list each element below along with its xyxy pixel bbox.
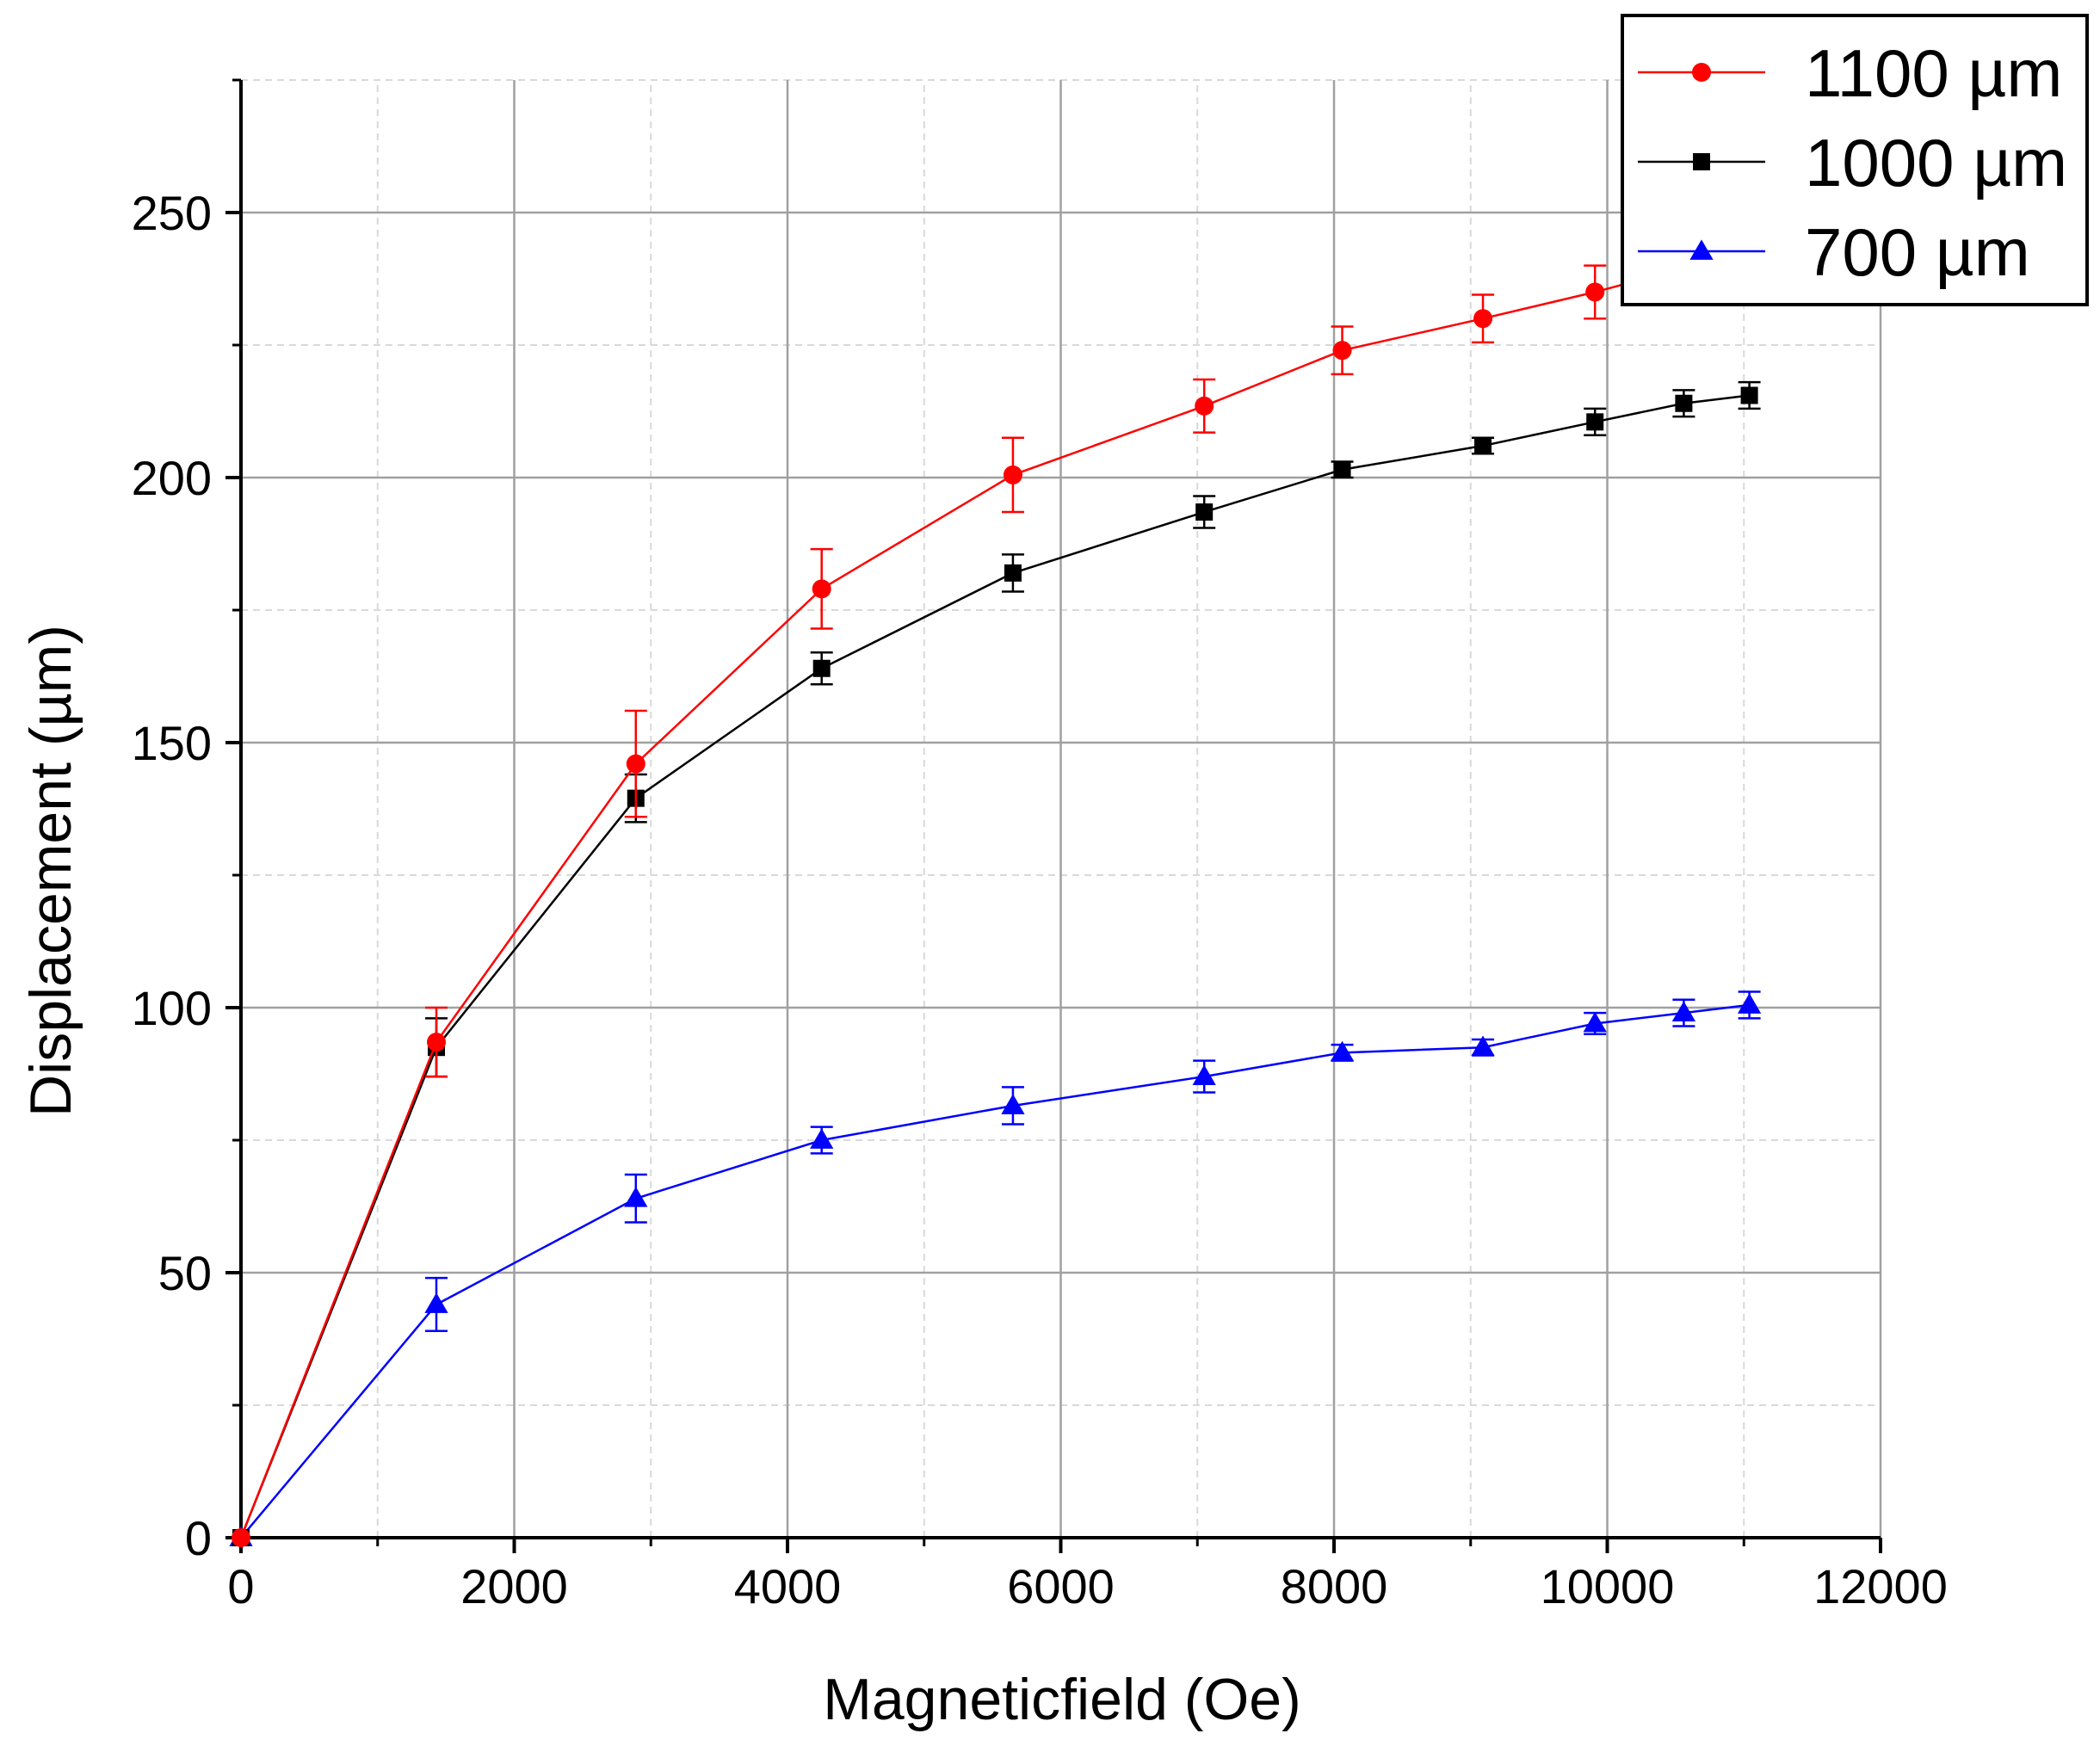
x-tick-label: 4000 [734,1559,842,1613]
data-point [232,1528,250,1547]
data-point [1332,341,1352,361]
y-tick-label: 50 [158,1246,212,1300]
data-point [1330,1040,1355,1062]
data-point [810,1128,834,1149]
legend-marker [1693,153,1710,170]
data-point [1740,386,1758,404]
y-tick-label: 100 [132,981,212,1035]
data-point [1195,503,1214,521]
y-axis-label: Displacement (µm) [18,625,83,1117]
legend-label: 1000 µm [1805,125,2067,200]
data-point [812,659,831,677]
series-triangle [229,990,1762,1546]
data-point [1195,396,1214,416]
x-tick-label: 10000 [1541,1559,1675,1613]
data-point [1585,282,1605,302]
data-point [1675,394,1693,412]
data-point [1583,1011,1607,1033]
x-axis-label: Magneticfield (Oe) [823,1667,1301,1732]
data-point [626,754,645,774]
data-point [427,1033,447,1052]
data-point [424,1292,448,1313]
legend: 1100 µm 1000 µm 700 µm [1621,14,2089,306]
data-point [1003,465,1022,484]
data-point [1473,309,1493,329]
x-tick-label: 6000 [1007,1559,1115,1613]
axes: 0 2000 4000 6000 8000 10000 12000 0 50 100 150 200 2… [132,78,1948,1613]
data-point [624,1187,648,1207]
legend-label: 700 µm [1805,214,2030,290]
y-tick-label: 250 [132,186,212,240]
legend-marker [1689,239,1714,260]
y-tick-label: 200 [132,451,212,505]
x-tick-label: 2000 [460,1559,568,1613]
data-point [1333,460,1351,478]
data-point [1004,564,1022,582]
y-tick-label: 0 [185,1511,212,1565]
data-point [1671,1001,1696,1022]
x-tick-label: 0 [227,1559,254,1613]
legend-label: 1100 µm [1805,35,2062,111]
legend-marker [1692,63,1711,82]
data-point [1474,437,1492,455]
x-tick-label: 8000 [1281,1559,1388,1613]
data-point [1471,1035,1495,1057]
grid [241,79,1882,1538]
data-point [812,579,831,599]
data-point [1192,1064,1216,1085]
x-tick-label: 12000 [1813,1559,1948,1613]
y-tick-label: 150 [132,716,212,770]
data-point [1586,413,1604,431]
data-point [1001,1094,1025,1114]
data-point [1737,993,1762,1014]
